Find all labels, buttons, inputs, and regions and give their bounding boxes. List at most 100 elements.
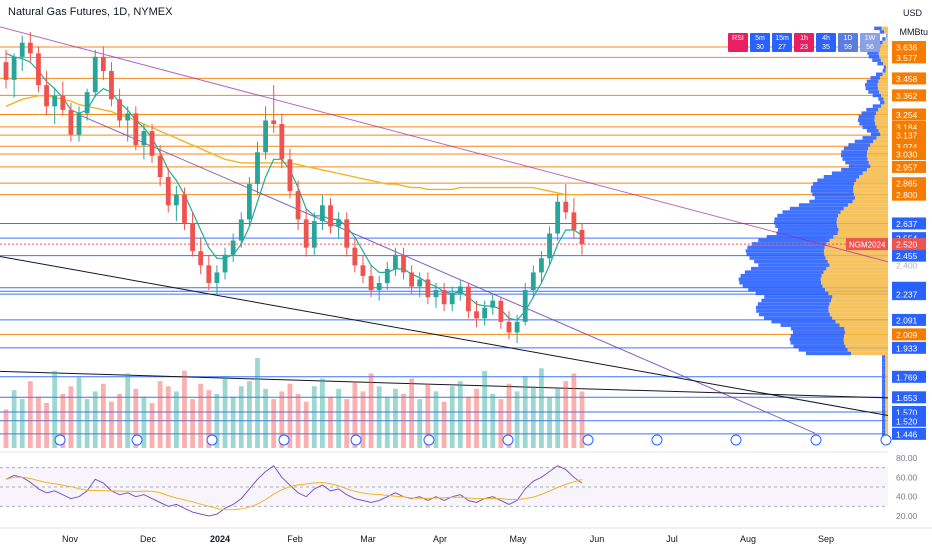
timeframe-pill-5m[interactable]: 5m 30 [750, 33, 770, 52]
candle-body [352, 247, 358, 266]
vp-bar-up [886, 33, 888, 38]
candle-body [295, 191, 301, 220]
candle-body [579, 230, 585, 245]
vp-bar-down [833, 235, 888, 239]
vp-bar-up [870, 76, 881, 80]
orange-level-tag-9 [892, 160, 926, 173]
symbol-tag [846, 238, 888, 251]
vp-bar-down [862, 171, 888, 175]
unit-label[interactable]: MMBtu [899, 27, 928, 37]
vp-bar-up [756, 309, 829, 313]
volume-bar [36, 396, 41, 448]
orange-level-tag-2 [892, 72, 926, 85]
vp-bar-up [792, 330, 846, 334]
vp-bar-down [885, 376, 888, 380]
vp-bar-up [868, 90, 880, 94]
session-marker-11 [880, 434, 892, 446]
session-marker-9 [730, 434, 742, 446]
blue-level-label-10: 1.570 [896, 407, 918, 417]
vp-bar-down [821, 281, 888, 285]
vp-bar-up [809, 199, 853, 204]
timeframe-pill-value: 27 [778, 44, 786, 51]
vp-bar-up [882, 415, 886, 419]
vp-bar-up [790, 326, 845, 331]
blue-level-label-7: 1.933 [896, 343, 918, 353]
vp-bar-down [852, 199, 888, 204]
candle-body [466, 286, 471, 312]
candle-body [76, 113, 82, 135]
timeframe-pill-1D[interactable]: 1D 59 [838, 33, 858, 52]
vp-bar-down [885, 379, 888, 384]
volume-bar [393, 388, 398, 448]
vp-bar-down [844, 341, 888, 345]
candle-body [482, 307, 488, 319]
vp-bar-down [845, 330, 888, 334]
candle-body [109, 71, 114, 100]
candle-body [263, 120, 269, 153]
orange-level-label-1: 3.577 [896, 53, 918, 63]
volume-bar [206, 390, 212, 448]
vp-bar-up [882, 383, 886, 387]
volume-bar [109, 401, 114, 448]
secondary-price-label: 2.400 [896, 260, 918, 270]
vp-bar-up [848, 143, 871, 147]
orange-level-tag-1 [892, 51, 926, 64]
timeframe-pill-1h[interactable]: 1h 23 [794, 33, 814, 52]
blue-level-tag-11 [892, 414, 926, 427]
candle-body [238, 219, 244, 241]
orange-level-tag-5 [892, 120, 926, 133]
vp-bar-up [773, 220, 837, 225]
orange-level-label-5: 3.184 [896, 122, 918, 132]
orange-level-tag-10 [892, 177, 926, 190]
vp-bar-down [870, 143, 888, 147]
volume-bar [182, 370, 187, 448]
volume-bar [319, 378, 325, 448]
vp-bar-down [887, 33, 888, 38]
vp-bar-down [866, 167, 888, 172]
vp-bar-down [836, 217, 888, 221]
x-tick-label-0: Nov [62, 534, 79, 544]
candle-body [433, 290, 439, 298]
trendline-lower [0, 256, 889, 416]
volume-bar [522, 376, 528, 448]
timeframe-pill-value: 23 [800, 44, 808, 51]
chart-title: Natural Gas Futures, 1D, NYMEX [8, 6, 173, 18]
timeframe-pill-4h[interactable]: 4h 35 [816, 33, 836, 52]
blue-level-label-6: 2.091 [896, 315, 918, 325]
vp-bar-down [877, 86, 888, 91]
vp-bar-down [885, 362, 888, 366]
orange-level-label-7: 3.074 [896, 142, 918, 152]
vp-bar-up [756, 305, 829, 310]
vp-bar-down [851, 351, 888, 356]
timeframe-pill-label: 15m [775, 35, 789, 42]
vp-bar-up [758, 263, 830, 267]
timeframe-pill-RSI[interactable]: RSI [728, 33, 748, 52]
orange-level-tag-3 [892, 89, 926, 102]
volume-bar [271, 399, 277, 448]
blue-level-tag-6 [892, 313, 926, 326]
vp-bar-up [882, 379, 886, 384]
timeframe-pill-label: RSI [732, 35, 744, 42]
vp-bar-up [882, 411, 886, 416]
vp-bar-down [838, 213, 888, 218]
vp-bar-up [862, 125, 877, 130]
timeframe-pill-15m[interactable]: 15m 27 [772, 33, 792, 52]
vp-bar-down [876, 125, 888, 130]
vp-bar-down [879, 47, 888, 52]
candle-body [490, 300, 496, 308]
candle-body [206, 265, 212, 283]
vp-bar-up [874, 26, 882, 31]
vp-bar-down [825, 288, 888, 292]
timeframe-pill-1W[interactable]: 1W 56 [860, 33, 880, 52]
vp-bar-up [882, 401, 886, 405]
session-marker-6 [502, 434, 514, 446]
candle-body [457, 286, 463, 294]
candle-body [271, 120, 277, 124]
vp-bar-down [876, 111, 888, 115]
x-tick-label-10: Sep [818, 534, 834, 544]
session-marker-3 [278, 434, 290, 446]
rsi-axis-label-3: 20.00 [896, 511, 918, 521]
currency-label[interactable]: USD [902, 8, 922, 18]
vp-bar-up [789, 206, 844, 211]
